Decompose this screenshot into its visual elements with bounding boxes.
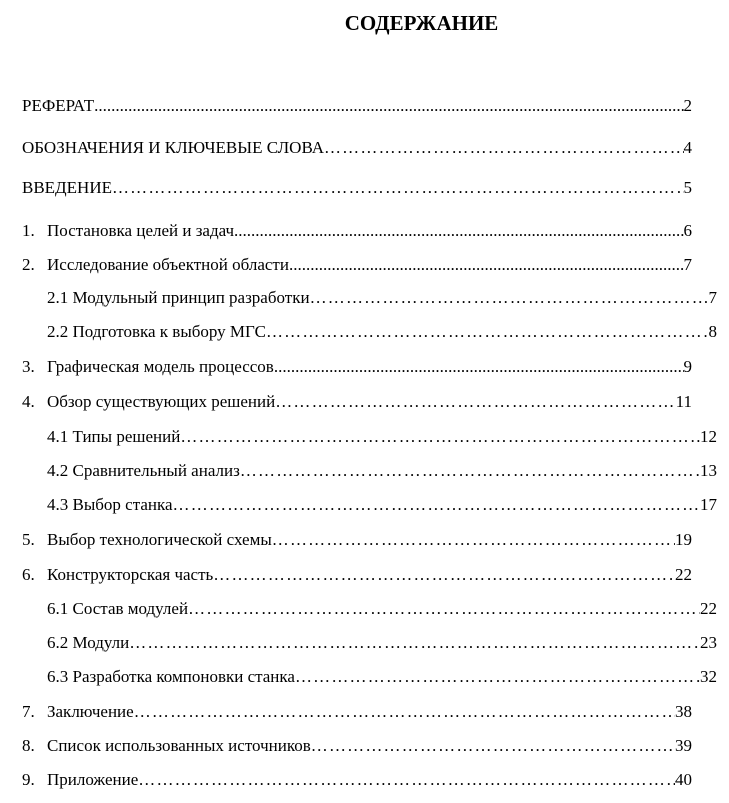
toc-entry-label: Постановка целей и задач bbox=[47, 221, 235, 240]
toc-entry-label: 6.1 Состав модулей bbox=[47, 599, 189, 618]
leader-dots bbox=[266, 321, 709, 343]
toc-entry-page: 2 bbox=[683, 96, 693, 115]
toc-entry-page: 38 bbox=[675, 702, 692, 721]
toc-entry-number: 9. bbox=[22, 770, 35, 789]
toc-entry[interactable]: 4.1 Типы решений 12 bbox=[22, 426, 717, 448]
toc-entry-page: 6 bbox=[683, 221, 693, 240]
toc-entry-page: 40 bbox=[675, 770, 692, 789]
toc-entry-label: Конструкторская часть bbox=[47, 565, 214, 584]
leader-dots bbox=[173, 494, 700, 516]
toc-entry-number: 2. bbox=[22, 255, 35, 274]
toc-entry[interactable]: 1. Постановка целей и задач 6 bbox=[22, 220, 692, 242]
toc-entry[interactable]: 2.1 Модульный принцип разработки 7 bbox=[22, 287, 717, 309]
toc-entry-label: Список использованных источников bbox=[47, 736, 311, 755]
leader-dots bbox=[129, 632, 700, 654]
toc-entry-page: 12 bbox=[700, 427, 717, 446]
toc-entry[interactable]: ВВЕДЕНИЕ 5 bbox=[22, 177, 692, 199]
toc-entry-number: 6. bbox=[22, 565, 35, 584]
leader-dots bbox=[240, 460, 700, 482]
toc-entry[interactable]: 8. Список использованных источников 39 bbox=[22, 735, 692, 757]
page-title: СОДЕРЖАНИЕ bbox=[344, 11, 499, 35]
leader-dots bbox=[138, 769, 675, 791]
toc-entry-label: Графическая модель процессов bbox=[47, 357, 274, 376]
toc-entry[interactable]: 7. Заключение 38 bbox=[22, 701, 692, 723]
toc-entry-number: 4. bbox=[22, 392, 35, 411]
toc-entry-page: 22 bbox=[700, 599, 717, 618]
toc-entry-page: 39 bbox=[675, 736, 692, 755]
toc-entry-page: 19 bbox=[675, 530, 692, 549]
leader-dots bbox=[274, 356, 684, 378]
toc-entry-page: 7 bbox=[683, 255, 693, 274]
toc-entry[interactable]: 4.2 Сравнительный анализ 13 bbox=[22, 460, 717, 482]
toc-entry-label: Выбор технологической схемы bbox=[47, 530, 272, 549]
leader-dots bbox=[289, 254, 684, 276]
toc-entry-label: ОБОЗНАЧЕНИЯ И КЛЮЧЕВЫЕ СЛОВА bbox=[22, 138, 324, 157]
toc-entry-page: 13 bbox=[700, 461, 717, 480]
leader-dots bbox=[311, 735, 675, 757]
leader-dots bbox=[272, 529, 675, 551]
toc-entry[interactable]: 2. Исследование объектной области 7 bbox=[22, 254, 692, 276]
toc-entry-label: 2.1 Модульный принцип разработки bbox=[47, 288, 310, 307]
toc-entry-number: 7. bbox=[22, 702, 35, 721]
toc-entry-label: 4.3 Выбор станка bbox=[47, 495, 173, 514]
toc-entry-page: 7 bbox=[708, 288, 718, 307]
toc-entry-page: 22 bbox=[675, 565, 692, 584]
toc-entry-label: Обзор существующих решений bbox=[47, 392, 276, 411]
toc-entry-label: 4.1 Типы решений bbox=[47, 427, 181, 446]
leader-dots bbox=[324, 137, 684, 159]
toc-entry[interactable]: 2.2 Подготовка к выбору МГС 8 bbox=[22, 321, 717, 343]
toc-entry-label: Заключение bbox=[47, 702, 134, 721]
leader-dots bbox=[295, 666, 700, 688]
toc-entry-number: 3. bbox=[22, 357, 35, 376]
toc-entry-page: 32 bbox=[700, 667, 717, 686]
toc-entry[interactable]: ОБОЗНАЧЕНИЯ И КЛЮЧЕВЫЕ СЛОВА 4 bbox=[22, 137, 692, 159]
toc-entry[interactable]: 6.2 Модули 23 bbox=[22, 632, 717, 654]
toc-entry-number: 5. bbox=[22, 530, 35, 549]
toc-entry-label: 6.2 Модули bbox=[47, 633, 130, 652]
leader-dots bbox=[112, 177, 684, 199]
leader-dots bbox=[234, 220, 683, 242]
toc-entry[interactable]: 3. Графическая модель процессов 9 bbox=[22, 356, 692, 378]
leader-dots bbox=[180, 426, 700, 448]
leader-dots bbox=[310, 287, 709, 309]
leader-dots bbox=[213, 564, 675, 586]
toc-entry-page: 11 bbox=[675, 392, 692, 411]
toc-entry-page: 4 bbox=[683, 138, 693, 157]
toc-entry-number: 8. bbox=[22, 736, 35, 755]
toc-entry-page: 8 bbox=[708, 322, 718, 341]
toc-entry-page: 23 bbox=[700, 633, 717, 652]
leader-dots bbox=[188, 598, 700, 620]
toc-entry[interactable]: 9. Приложение 40 bbox=[22, 769, 692, 791]
toc-entry-page: 17 bbox=[700, 495, 717, 514]
toc-entry[interactable]: 4.3 Выбор станка 17 bbox=[22, 494, 717, 516]
leader-dots bbox=[94, 95, 683, 117]
toc-entry-label: 2.2 Подготовка к выбору МГС bbox=[47, 322, 266, 341]
toc-entry-label: Приложение bbox=[47, 770, 139, 789]
toc-entry-page: 5 bbox=[683, 178, 693, 197]
toc-entry[interactable]: 4. Обзор существующих решений 11 bbox=[22, 391, 692, 413]
toc-entry[interactable]: РЕФЕРАТ 2 bbox=[22, 95, 692, 117]
toc-entry-label: Исследование объектной области bbox=[47, 255, 289, 274]
leader-dots bbox=[275, 391, 675, 413]
toc-entry-label: ВВЕДЕНИЕ bbox=[22, 178, 112, 197]
toc-entry[interactable]: 6.1 Состав модулей 22 bbox=[22, 598, 717, 620]
toc-entry-label: РЕФЕРАТ bbox=[22, 96, 95, 115]
leader-dots bbox=[134, 701, 675, 723]
toc-entry[interactable]: 5. Выбор технологической схемы 19 bbox=[22, 529, 692, 551]
toc-entry-label: 4.2 Сравнительный анализ bbox=[47, 461, 240, 480]
toc-entry-number: 1. bbox=[22, 221, 35, 240]
toc-entry-page: 9 bbox=[683, 357, 693, 376]
toc-entry-label: 6.3 Разработка компоновки станка bbox=[47, 667, 295, 686]
toc-entry[interactable]: 6. Конструкторская часть 22 bbox=[22, 564, 692, 586]
toc-entry[interactable]: 6.3 Разработка компоновки станка 32 bbox=[22, 666, 717, 688]
